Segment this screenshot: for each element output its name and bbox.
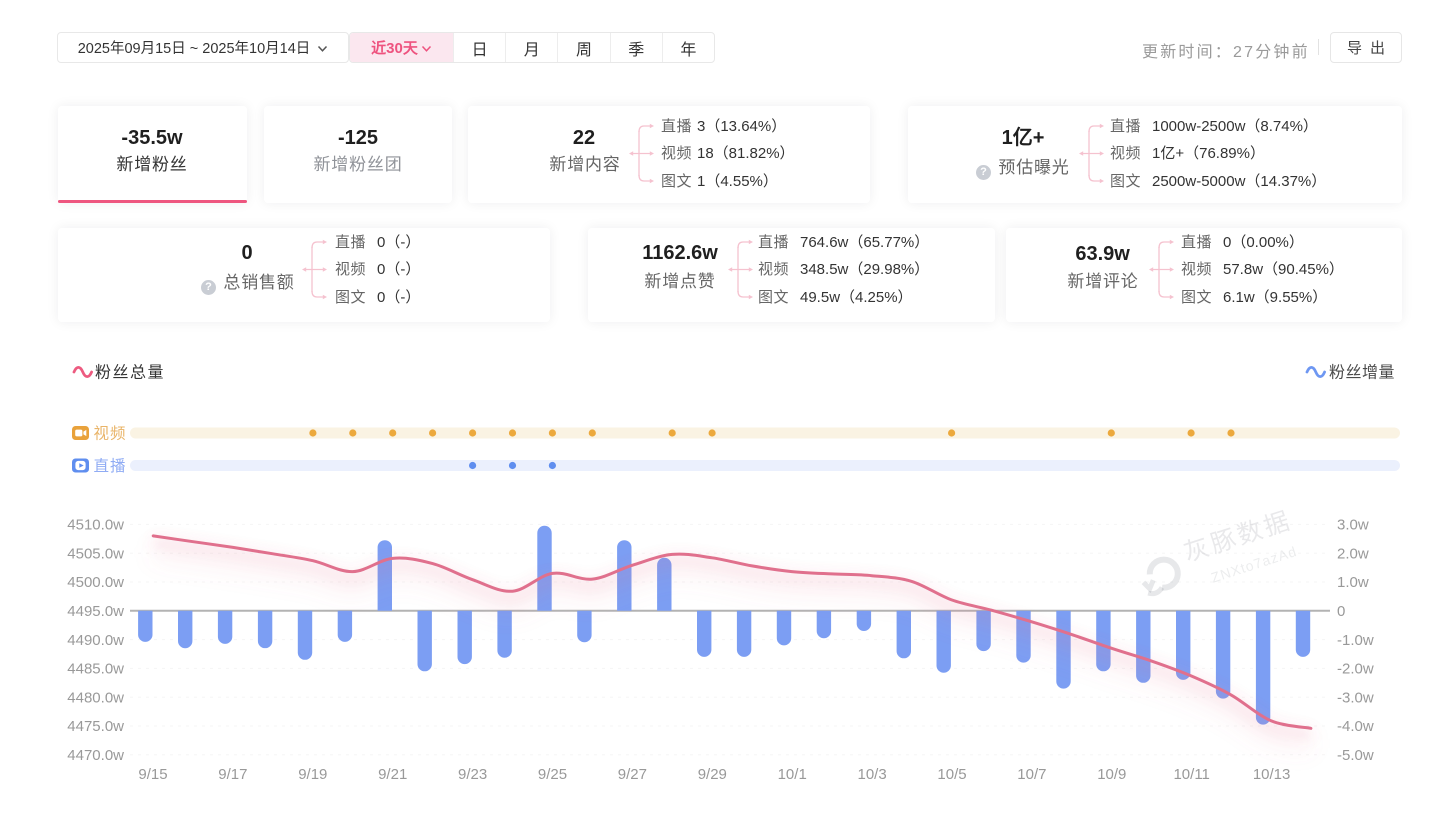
svg-text:-1.0w: -1.0w: [1337, 632, 1374, 649]
svg-text:0: 0: [1337, 603, 1345, 620]
svg-text:10/9: 10/9: [1097, 766, 1126, 783]
svg-text:直播: 直播: [94, 457, 127, 475]
svg-text:4470.0w: 4470.0w: [67, 747, 124, 764]
svg-text:粉丝增量: 粉丝增量: [1329, 364, 1395, 382]
svg-text:9/15: 9/15: [138, 766, 167, 783]
svg-text:9/19: 9/19: [298, 766, 327, 783]
svg-text:9/21: 9/21: [378, 766, 407, 783]
svg-text:10/3: 10/3: [857, 766, 886, 783]
svg-text:10/11: 10/11: [1173, 766, 1209, 783]
svg-text:-2.0w: -2.0w: [1337, 661, 1374, 678]
svg-text:4500.0w: 4500.0w: [67, 574, 124, 591]
svg-text:4490.0w: 4490.0w: [67, 632, 124, 649]
svg-text:4510.0w: 4510.0w: [67, 517, 124, 534]
svg-text:4480.0w: 4480.0w: [67, 689, 124, 706]
svg-text:粉丝总量: 粉丝总量: [95, 364, 165, 382]
svg-text:9/27: 9/27: [618, 766, 647, 783]
svg-text:9/29: 9/29: [698, 766, 727, 783]
svg-text:-3.0w: -3.0w: [1337, 689, 1374, 706]
svg-text:4505.0w: 4505.0w: [67, 545, 124, 562]
svg-text:9/23: 9/23: [458, 766, 487, 783]
svg-text:3.0w: 3.0w: [1337, 517, 1369, 534]
svg-text:10/1: 10/1: [778, 766, 807, 783]
svg-text:10/7: 10/7: [1017, 766, 1046, 783]
svg-text:-5.0w: -5.0w: [1337, 747, 1374, 764]
svg-text:-4.0w: -4.0w: [1337, 718, 1374, 735]
svg-text:4495.0w: 4495.0w: [67, 603, 124, 620]
svg-text:4485.0w: 4485.0w: [67, 661, 124, 678]
svg-text:10/5: 10/5: [937, 766, 966, 783]
svg-text:2.0w: 2.0w: [1337, 545, 1369, 562]
svg-text:视频: 视频: [94, 425, 127, 443]
svg-text:4475.0w: 4475.0w: [67, 718, 124, 735]
svg-text:9/17: 9/17: [218, 766, 247, 783]
svg-text:1.0w: 1.0w: [1337, 574, 1369, 591]
svg-text:10/13: 10/13: [1253, 766, 1291, 783]
svg-text:9/25: 9/25: [538, 766, 567, 783]
